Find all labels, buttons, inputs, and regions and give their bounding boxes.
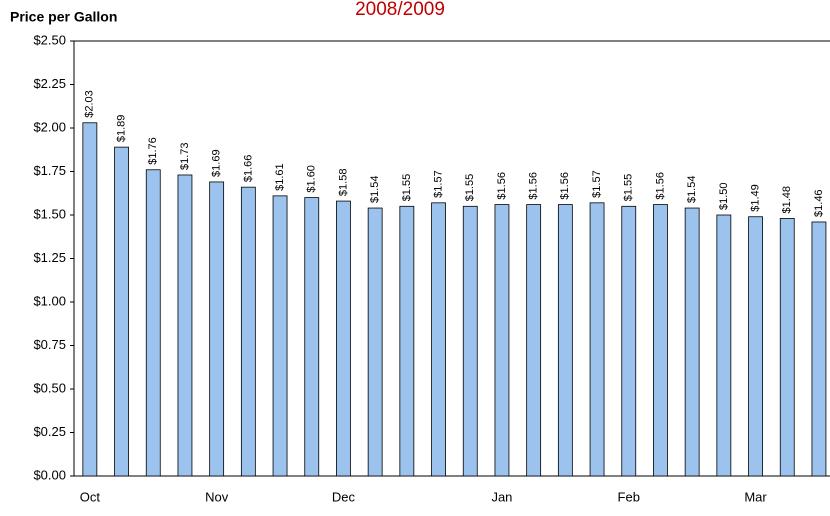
- bar: [811, 221, 827, 477]
- y-tick-label: $1.25: [33, 250, 66, 265]
- y-tick-label: $2.25: [33, 76, 66, 91]
- bar: [494, 204, 510, 477]
- bar: [272, 195, 288, 477]
- bar: [399, 205, 415, 477]
- y-axis-title: Price per Gallon: [10, 9, 117, 25]
- value-label: $1.56: [654, 172, 666, 200]
- bar: [367, 207, 383, 477]
- y-tick-label: $1.50: [33, 206, 66, 221]
- bar: [177, 174, 193, 477]
- y-tick-label: $0.50: [33, 380, 66, 395]
- y-tick-label: $2.50: [33, 32, 66, 47]
- bar: [684, 207, 700, 477]
- value-label: $1.56: [496, 172, 508, 200]
- value-label: $1.57: [432, 170, 444, 198]
- bar: [304, 197, 320, 477]
- y-tick-label: $1.75: [33, 163, 66, 178]
- bar: [621, 205, 637, 477]
- value-label: $1.48: [781, 186, 793, 214]
- value-label: $1.76: [147, 137, 159, 165]
- x-tick-label: Feb: [618, 489, 640, 504]
- bar: [779, 218, 795, 477]
- value-label: $1.55: [623, 174, 635, 202]
- bar: [240, 186, 256, 477]
- value-label: $1.55: [401, 174, 413, 202]
- value-label: $1.89: [115, 115, 127, 143]
- y-tick-label: $2.00: [33, 119, 66, 134]
- x-tick-label: Dec: [332, 489, 356, 504]
- y-tick-label: $1.00: [33, 293, 66, 308]
- value-label: $1.49: [749, 184, 761, 212]
- value-label: $1.56: [528, 172, 540, 200]
- bar: [589, 202, 605, 477]
- x-tick-label: Nov: [205, 489, 229, 504]
- value-label: $2.03: [84, 90, 96, 118]
- value-label: $1.60: [306, 165, 318, 193]
- value-label: $1.69: [211, 149, 223, 177]
- value-label: $1.54: [686, 176, 698, 204]
- bar: [716, 214, 732, 477]
- x-tick-label: Oct: [80, 489, 101, 504]
- bar: [145, 169, 161, 477]
- bar: [114, 146, 129, 477]
- value-label: $1.55: [464, 174, 476, 202]
- bar: [557, 204, 573, 477]
- value-label: $1.58: [337, 169, 349, 197]
- x-tick-label: Jan: [491, 489, 512, 504]
- value-label: $1.50: [718, 182, 730, 210]
- x-tick-label: Mar: [744, 489, 767, 504]
- y-tick-label: $0.75: [33, 337, 66, 352]
- bar: [209, 181, 225, 477]
- value-label: $1.57: [591, 170, 603, 198]
- value-label: $1.73: [179, 142, 191, 170]
- bar: [526, 204, 542, 477]
- value-label: $1.56: [559, 172, 571, 200]
- value-label: $1.61: [274, 163, 286, 191]
- bar: [653, 204, 668, 477]
- value-label: $1.46: [813, 189, 825, 217]
- bar: [431, 202, 446, 477]
- value-label: $1.54: [369, 176, 381, 204]
- value-label: $1.66: [242, 155, 254, 183]
- bar: [82, 122, 98, 477]
- bar: [336, 200, 351, 477]
- y-tick-label: $0.25: [33, 424, 66, 439]
- bar: [748, 216, 763, 477]
- bar: [462, 205, 478, 477]
- y-tick-label: $0.00: [33, 467, 66, 482]
- chart-title: 2008/2009: [355, 0, 445, 20]
